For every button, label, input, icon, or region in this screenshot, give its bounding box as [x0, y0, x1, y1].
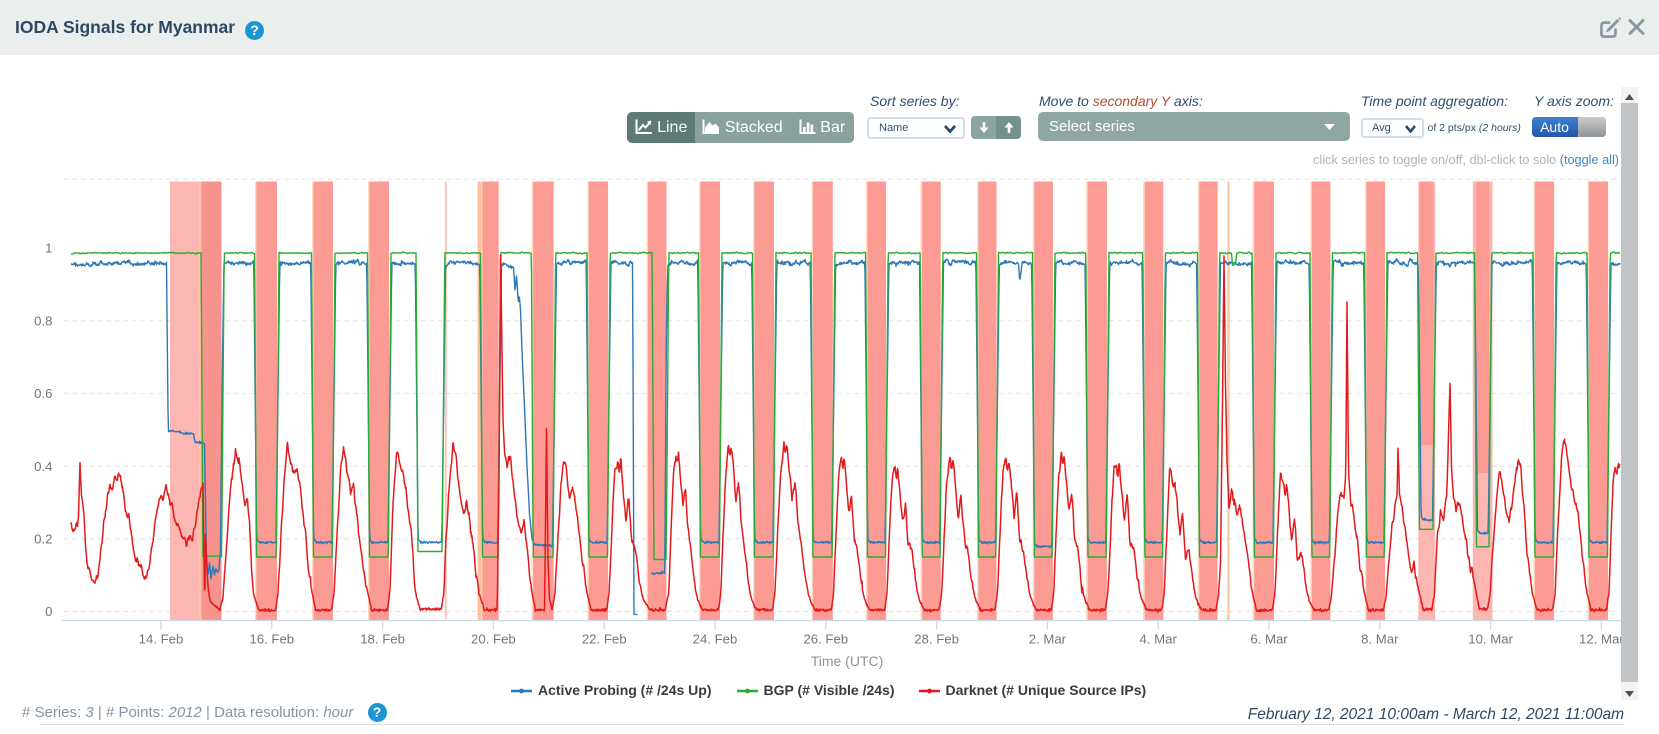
svg-text:22. Feb: 22. Feb: [582, 632, 627, 647]
svg-text:6. Mar: 6. Mar: [1250, 632, 1288, 647]
svg-text:0.6: 0.6: [34, 386, 52, 401]
svg-text:20. Feb: 20. Feb: [471, 632, 516, 647]
svg-text:4. Mar: 4. Mar: [1140, 632, 1178, 647]
svg-text:14. Feb: 14. Feb: [139, 632, 184, 647]
svg-text:18. Feb: 18. Feb: [360, 632, 405, 647]
svg-text:10. Mar: 10. Mar: [1468, 632, 1513, 647]
svg-text:12. Mar: 12. Mar: [1579, 632, 1624, 647]
svg-text:26. Feb: 26. Feb: [803, 632, 848, 647]
svg-text:0: 0: [45, 604, 52, 619]
svg-text:28. Feb: 28. Feb: [914, 632, 959, 647]
svg-text:24. Feb: 24. Feb: [693, 632, 738, 647]
svg-text:2. Mar: 2. Mar: [1029, 632, 1067, 647]
svg-text:Time (UTC): Time (UTC): [811, 653, 884, 669]
svg-text:1: 1: [45, 241, 52, 256]
svg-text:0.4: 0.4: [34, 459, 52, 474]
svg-text:8. Mar: 8. Mar: [1361, 632, 1399, 647]
svg-text:0.8: 0.8: [34, 313, 52, 328]
svg-text:16. Feb: 16. Feb: [249, 632, 294, 647]
svg-text:0.2: 0.2: [34, 532, 52, 547]
